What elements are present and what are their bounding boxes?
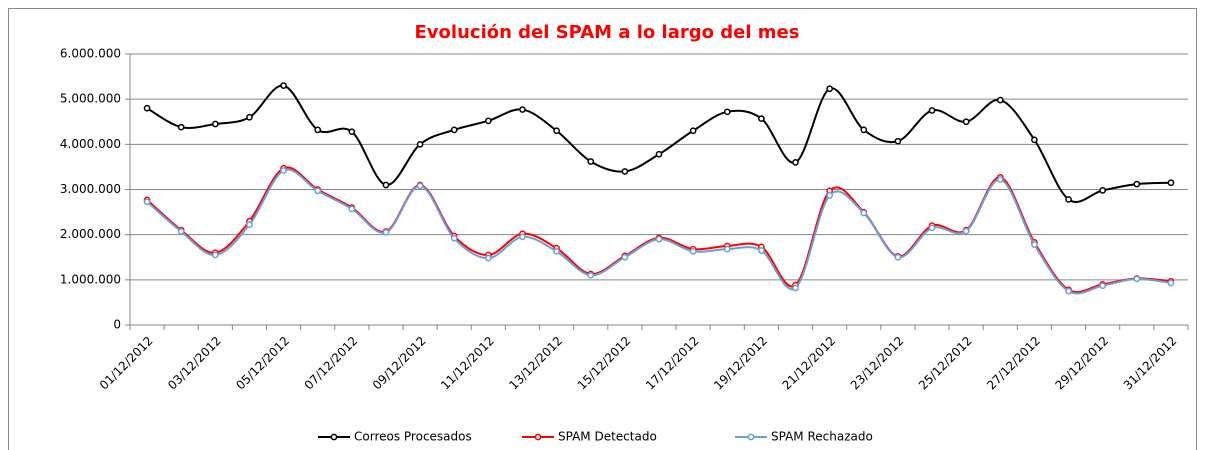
y-tick-label: 1.000.000 xyxy=(60,272,121,286)
data-point xyxy=(553,127,560,135)
data-point xyxy=(792,284,799,292)
data-point xyxy=(689,127,697,135)
y-tick-label: 6.000.000 xyxy=(60,47,121,61)
data-point xyxy=(758,115,765,122)
data-point xyxy=(280,82,287,89)
data-point xyxy=(962,227,970,235)
data-point xyxy=(280,167,287,174)
y-tick-label: 5.000.000 xyxy=(60,92,121,106)
data-point xyxy=(416,182,424,190)
data-point xyxy=(1065,196,1072,203)
chart-title: Evolución del SPAM a lo largo del mes xyxy=(415,22,800,43)
legend-marker xyxy=(747,433,755,441)
data-point xyxy=(792,159,799,166)
data-point xyxy=(1065,287,1072,295)
data-point xyxy=(587,271,595,279)
data-point xyxy=(519,233,526,241)
data-point xyxy=(416,140,424,148)
data-point xyxy=(996,96,1004,104)
data-point xyxy=(177,123,185,131)
data-point xyxy=(485,117,492,125)
data-point xyxy=(246,113,253,121)
data-point xyxy=(485,254,492,262)
data-point xyxy=(655,150,663,158)
legend-marker xyxy=(534,433,542,441)
data-point xyxy=(143,198,151,206)
data-point xyxy=(314,126,322,134)
data-point xyxy=(894,137,902,145)
data-point xyxy=(996,176,1004,183)
legend-marker xyxy=(330,433,338,441)
data-point xyxy=(689,248,697,255)
data-point xyxy=(894,253,902,261)
data-point xyxy=(1167,279,1175,287)
data-point xyxy=(450,126,458,134)
data-point xyxy=(519,106,526,113)
data-point xyxy=(348,128,356,136)
data-point xyxy=(621,168,629,175)
data-point xyxy=(621,253,629,261)
data-point xyxy=(143,104,151,112)
data-point xyxy=(1099,282,1107,290)
data-point xyxy=(211,120,219,128)
data-point xyxy=(1133,180,1141,188)
data-point xyxy=(826,85,833,93)
data-point xyxy=(382,229,390,236)
data-point xyxy=(723,245,731,253)
data-point xyxy=(553,248,560,255)
legend-label: Correos Procesados xyxy=(354,430,472,444)
data-point xyxy=(348,205,356,213)
data-point xyxy=(587,158,595,165)
chart-frame xyxy=(8,8,1197,450)
data-point xyxy=(723,108,731,116)
y-tick-label: 0 xyxy=(113,318,121,332)
data-point xyxy=(1133,275,1141,283)
data-point xyxy=(382,181,390,189)
data-point xyxy=(826,192,833,199)
data-point xyxy=(314,187,322,195)
y-tick-label: 4.000.000 xyxy=(60,137,121,151)
y-tick-label: 3.000.000 xyxy=(60,182,121,196)
data-point xyxy=(450,234,458,242)
data-point xyxy=(211,251,219,259)
data-point xyxy=(962,118,970,126)
data-point xyxy=(246,221,253,229)
data-point xyxy=(758,247,765,254)
legend-label: SPAM Rechazado xyxy=(771,430,873,444)
data-point xyxy=(928,107,936,114)
data-point xyxy=(1031,136,1038,144)
data-point xyxy=(655,235,663,243)
data-point xyxy=(177,228,185,235)
y-tick-label: 2.000.000 xyxy=(60,227,121,241)
legend-label: SPAM Detectado xyxy=(558,430,657,444)
data-point xyxy=(1031,241,1038,248)
data-point xyxy=(860,126,868,134)
data-point xyxy=(1099,187,1107,194)
data-point xyxy=(1167,179,1175,187)
data-point xyxy=(860,209,868,217)
data-point xyxy=(928,224,936,232)
